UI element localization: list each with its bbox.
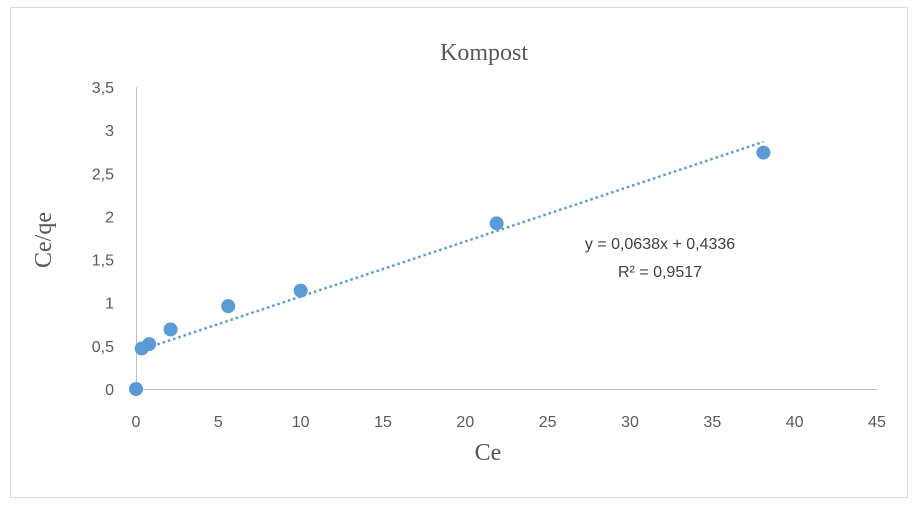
y-axis-title: Ce/qe [31,212,57,268]
y-tick-label: 1 [105,296,114,313]
y-tick-label: 3,5 [92,80,114,97]
x-tick-label: 15 [374,414,392,431]
x-tick-label: 10 [292,414,310,431]
y-tick-label: 0,5 [92,339,114,356]
y-tick-label: 3 [105,123,114,140]
y-tick-label: 0 [105,382,114,399]
data-point [142,337,157,352]
y-tick-labels: 0 0,5 1 1,5 2 2,5 3 3,5 [92,80,114,399]
chart-title: Kompost [440,40,528,66]
data-point [489,216,504,231]
x-axis-title: Ce [475,440,502,466]
data-point [163,322,178,337]
x-tick-label: 25 [539,414,557,431]
data-point [129,382,143,396]
x-tick-labels: 0 5 10 15 20 25 30 35 40 45 [132,414,886,431]
x-tick-label: 0 [132,414,141,431]
x-tick-label: 35 [703,414,721,431]
chart-frame [10,7,908,498]
x-tick-label: 5 [214,414,223,431]
data-points [129,145,771,396]
y-tick-label: 1,5 [92,253,114,270]
y-tick-label: 2 [105,209,114,226]
x-tick-label: 40 [786,414,804,431]
data-point [756,145,771,160]
x-tick-label: 20 [456,414,474,431]
trendline [141,140,764,351]
data-point [293,283,308,298]
trendline-r2: R² = 0,9517 [618,264,702,281]
y-tick-label: 2,5 [92,166,114,183]
trendline-equation: y = 0,0638x + 0,4336 [585,236,735,253]
x-tick-label: 30 [621,414,639,431]
x-tick-label: 45 [868,414,886,431]
data-point [221,299,236,314]
